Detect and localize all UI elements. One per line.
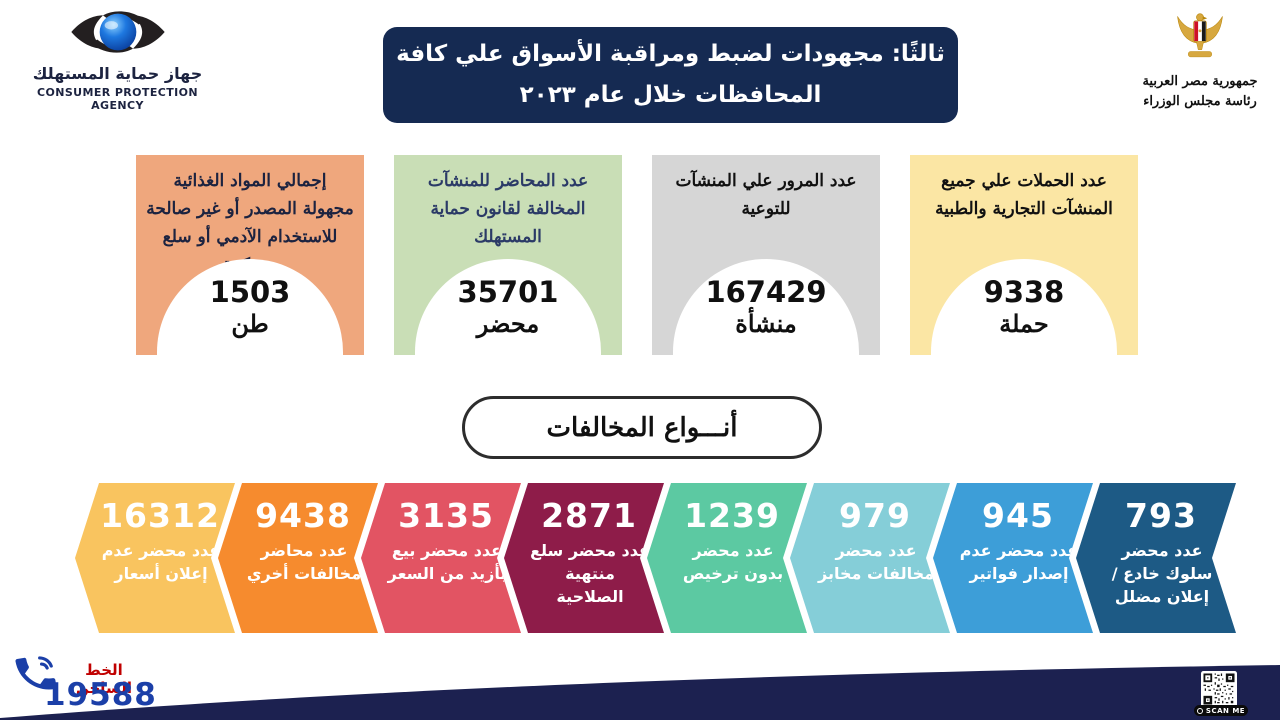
card-unit: محضر — [476, 308, 540, 338]
chevron-bakery-violations: 979 عدد محضر مخالفات مخابز — [790, 483, 950, 633]
chevron-label: عدد محضر بدون ترخيص — [682, 541, 784, 584]
card-value: 1503 — [209, 275, 291, 309]
card-unit: طن — [231, 308, 269, 338]
violation-types-pill: أنـــواع المخالفات — [462, 396, 822, 459]
summary-card-violation-reports: عدد المحاضر للمنشآت المخالفة لقانون حماي… — [394, 155, 622, 355]
chevron-label: عدد محضر سلوك خادع / إعلان مضلل — [1111, 541, 1213, 607]
chevron-value: 2871 — [541, 496, 637, 535]
chevron-value: 979 — [839, 496, 911, 535]
chevron-label: عدد محضر عدم إصدار فواتير — [959, 541, 1079, 584]
footer-wave — [0, 665, 1280, 720]
card-unit: حملة — [999, 308, 1049, 338]
chevron-expired-goods: 2871 عدد محضر سلع منتهية الصلاحية — [504, 483, 664, 633]
chevron-label: عدد محضر عدم إعلان أسعار — [101, 541, 221, 584]
card-label: إجمالي المواد الغذائية مجهولة المصدر أو … — [146, 171, 354, 275]
hotline-phone-icon — [12, 650, 60, 702]
chevron-value: 3135 — [398, 496, 494, 535]
chevron-no-license: 1239 عدد محضر بدون ترخيص — [647, 483, 807, 633]
slide-title-line2: المحافظات خلال عام ٢٠٢٣ — [519, 82, 822, 108]
chevron-no-price-display: 16312 عدد محضر عدم إعلان أسعار — [75, 483, 235, 633]
card-value: 35701 — [457, 275, 559, 309]
card-label: عدد المرور علي المنشآت للتوعية — [675, 171, 857, 220]
chevron-overpricing: 3135 عدد محضر بيع بأزيد من السعر — [361, 483, 521, 633]
egypt-eagle-emblem-icon — [1173, 13, 1227, 72]
hotline-label: الخط الساخن — [76, 661, 132, 697]
chevron-value: 1239 — [684, 496, 780, 535]
card-label: عدد الحملات علي جميع المنشآت التجارية وا… — [935, 171, 1113, 220]
violations-chevron-banner: 16312 عدد محضر عدم إعلان أسعار 9438 عدد … — [75, 483, 1236, 633]
card-value-dome: 35701 محضر — [415, 259, 601, 355]
card-unit: منشأة — [735, 308, 797, 338]
summary-card-awareness-visits: عدد المرور علي المنشآت للتوعية 167429 من… — [652, 155, 880, 355]
chevron-label: عدد محضر بيع بأزيد من السعر — [387, 541, 507, 584]
government-emblem-block: جمهورية مصر العربية رئاسة مجلس الوزراء — [1125, 8, 1275, 111]
scan-me-badge: SCAN ME — [1194, 705, 1248, 716]
scan-me-globe-icon — [1196, 707, 1203, 714]
chevron-deceptive-ads: 793 عدد محضر سلوك خادع / إعلان مضلل — [1076, 483, 1236, 633]
government-line2: رئاسة مجلس الوزراء — [1143, 93, 1257, 109]
government-line1: جمهورية مصر العربية — [1142, 74, 1258, 89]
chevron-label: عدد محضر مخالفات مخابز — [817, 541, 935, 584]
scan-me-label: SCAN ME — [1205, 706, 1246, 715]
agency-eye-logo-icon — [68, 11, 168, 64]
qr-code — [1201, 671, 1237, 711]
summary-card-campaigns: عدد الحملات علي جميع المنشآت التجارية وا… — [910, 155, 1138, 355]
card-label: عدد المحاضر للمنشآت المخالفة لقانون حماي… — [427, 171, 589, 248]
hotline-number: 19588 — [44, 677, 157, 713]
agency-name-english: CONSUMER PROTECTION AGENCY — [37, 86, 198, 112]
card-value: 167429 — [705, 275, 827, 309]
agency-name-arabic: جهاز حماية المستهلك — [32, 64, 203, 83]
chevron-label: عدد محاضر مخالفات أخري — [246, 541, 362, 584]
card-value-dome: 167429 منشأة — [673, 259, 859, 355]
chevron-value: 16312 — [100, 496, 220, 535]
violation-types-label: أنـــواع المخالفات — [546, 412, 738, 443]
chevron-value: 793 — [1125, 496, 1197, 535]
agency-logo-block: جهاز حماية المستهلك CONSUMER PROTECTION … — [10, 4, 225, 112]
card-value: 9338 — [983, 275, 1065, 309]
summary-card-food-seized: إجمالي المواد الغذائية مجهولة المصدر أو … — [136, 155, 364, 355]
slide-title-line1: ثالثًا: مجهودات لضبط ومراقبة الأسواق علي… — [396, 40, 945, 67]
chevron-value: 945 — [982, 496, 1054, 535]
chevron-no-invoices: 945 عدد محضر عدم إصدار فواتير — [933, 483, 1093, 633]
chevron-value: 9438 — [255, 496, 351, 535]
chevron-other-violations: 9438 عدد محاضر مخالفات أخري — [218, 483, 378, 633]
chevron-label: عدد محضر سلع منتهية الصلاحية — [530, 541, 650, 607]
card-value-dome: 9338 حملة — [931, 259, 1117, 355]
slide-title: ثالثًا: مجهودات لضبط ومراقبة الأسواق علي… — [383, 27, 958, 123]
